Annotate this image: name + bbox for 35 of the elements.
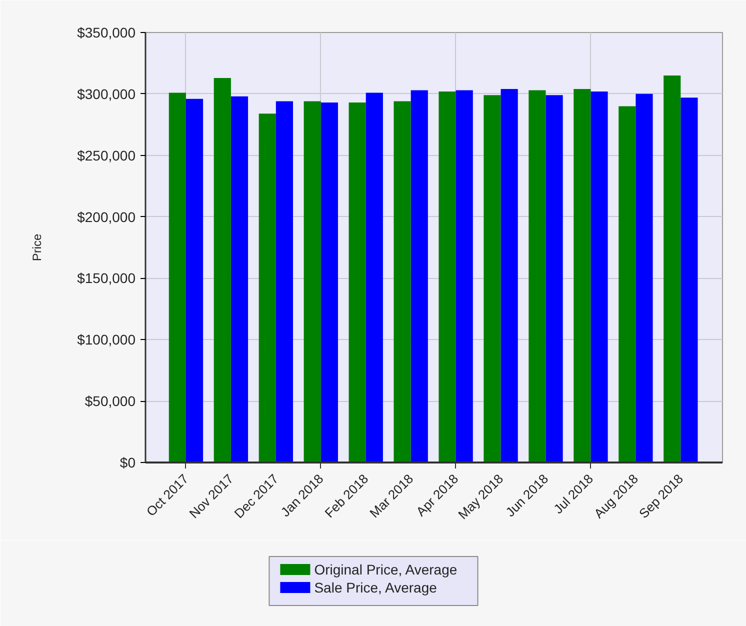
y-axis-title: Price xyxy=(30,234,44,262)
bar xyxy=(680,98,698,462)
bar xyxy=(214,78,231,462)
bar xyxy=(394,101,411,462)
bar xyxy=(438,91,456,462)
bar xyxy=(366,92,383,462)
bar xyxy=(168,92,186,462)
bar xyxy=(304,101,321,462)
y-tick-label: $350,000 xyxy=(77,24,136,40)
bar xyxy=(528,90,546,462)
bar xyxy=(410,90,428,462)
y-tick-label: $150,000 xyxy=(77,270,136,286)
bar xyxy=(590,91,608,462)
bar xyxy=(456,90,473,462)
bar xyxy=(546,95,563,462)
bar xyxy=(636,94,653,462)
y-tick-label: $300,000 xyxy=(77,86,136,102)
bar xyxy=(484,95,501,462)
bar xyxy=(258,114,276,462)
y-tick-label: $250,000 xyxy=(77,147,136,164)
y-tick-label: $50,000 xyxy=(84,393,136,410)
bar xyxy=(320,102,338,462)
legend-label: Sale Price, Average xyxy=(314,580,438,596)
bar xyxy=(230,96,248,462)
bar xyxy=(348,102,366,462)
y-tick-label: $100,000 xyxy=(77,332,136,348)
legend-label: Original Price, Average xyxy=(314,562,458,578)
bar xyxy=(500,89,518,462)
bar xyxy=(276,101,294,462)
bar xyxy=(574,89,591,462)
bar xyxy=(664,76,681,462)
y-tick-label: $0 xyxy=(120,454,136,470)
bar xyxy=(618,106,636,462)
y-tick-label: $200,000 xyxy=(77,208,136,225)
bar xyxy=(186,98,204,462)
